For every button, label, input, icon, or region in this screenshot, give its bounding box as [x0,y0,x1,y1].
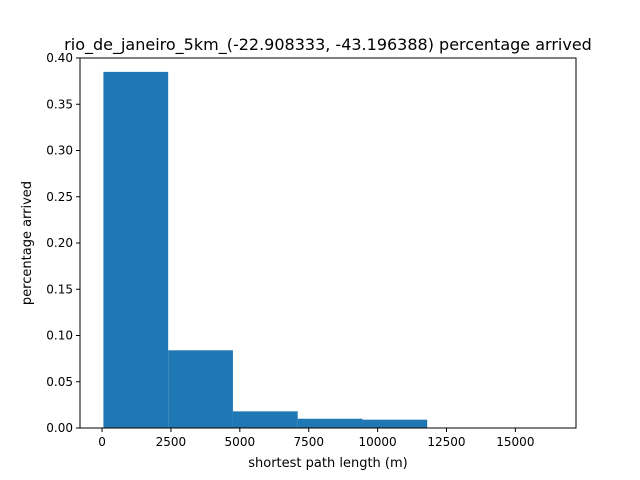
x-axis-label: shortest path length (m) [248,456,407,471]
y-tick-label: 0.25 [46,190,73,204]
x-axis-ticks: 0 2500 5000 7500 10000 12500 15000 [98,428,534,449]
x-tick-label: 0 [98,435,106,449]
histogram-bar-3 [297,418,363,428]
y-tick-label: 0.30 [46,144,73,158]
histogram-bar-2 [232,411,298,428]
histogram-bar-0 [103,71,169,428]
y-tick-label: 0.20 [46,236,73,250]
histogram-bar-1 [168,350,233,428]
x-tick-label: 7500 [293,435,324,449]
y-tick-label: 0.05 [46,375,73,389]
x-tick-label: 2500 [156,435,187,449]
histogram-bar-4 [362,419,428,428]
y-tick-label: 0.10 [46,329,73,343]
y-axis-label: percentage arrived [20,181,35,305]
x-tick-label: 10000 [359,435,397,449]
y-tick-label: 0.40 [46,51,73,65]
x-tick-label: 5000 [225,435,256,449]
y-axis-ticks: 0.00 0.05 0.10 0.15 0.20 0.25 0.30 0.35 0.40 [46,51,80,435]
y-tick-label: 0.00 [46,421,73,435]
y-tick-label: 0.35 [46,97,73,111]
x-tick-label: 12500 [427,435,465,449]
bars-group [103,71,428,428]
y-tick-label: 0.15 [46,282,73,296]
x-tick-label: 15000 [496,435,534,449]
chart-title: rio_de_janeiro_5km_(-22.908333, -43.1963… [64,35,592,55]
